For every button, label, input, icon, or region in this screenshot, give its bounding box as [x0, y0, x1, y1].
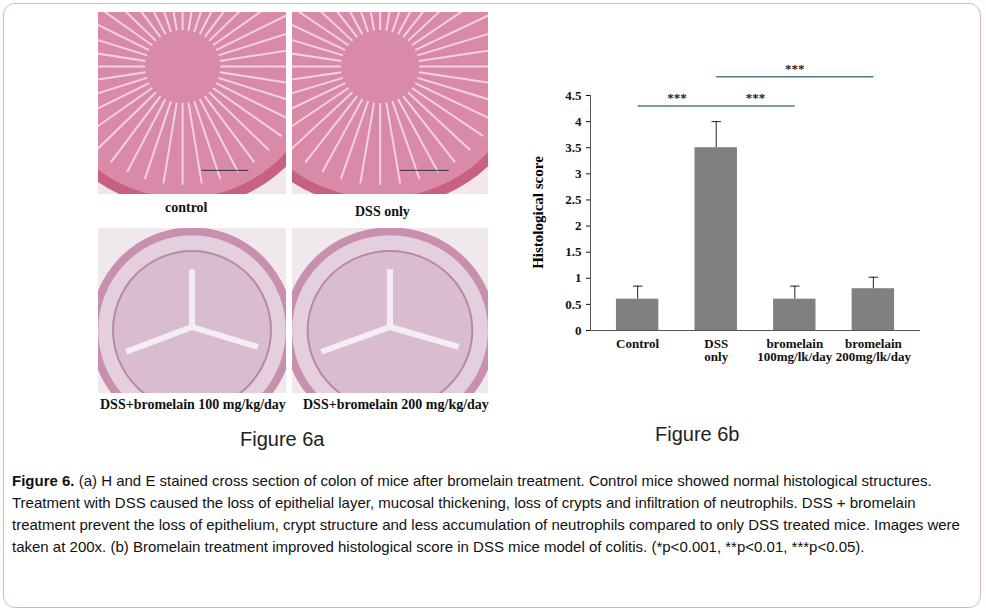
svg-text:2.5: 2.5	[565, 192, 582, 207]
html-text:control: control	[165, 200, 208, 215]
svg-text:2: 2	[575, 218, 582, 233]
svg-text:4: 4	[575, 114, 582, 129]
svg-text:bromelain100mg/lk/day: bromelain100mg/lk/day	[757, 336, 833, 364]
svg-text:1: 1	[575, 270, 582, 285]
html-text:Figure 6b: Figure 6b	[655, 423, 740, 445]
svg-text:3.5: 3.5	[565, 140, 582, 155]
html-text:Figure 6a: Figure 6a	[240, 428, 325, 450]
svg-text:4.5: 4.5	[565, 88, 582, 103]
html-text:Histological score: Histological score	[529, 156, 546, 269]
svg-text:1.5: 1.5	[565, 244, 582, 259]
svg-text:***: ***	[667, 90, 687, 105]
svg-text:bromelain200mg/lk/day: bromelain200mg/lk/day	[836, 336, 912, 364]
svg-text:Control: Control	[616, 336, 659, 351]
svg-text:***: ***	[785, 61, 805, 76]
html-text:DSS+bromelain 100 mg/kg/day: DSS+bromelain 100 mg/kg/day	[100, 397, 286, 412]
svg-text:3: 3	[575, 166, 582, 181]
html-text:Figure 6. (a) H and E stained: Figure 6. (a) H and E stained cross sect…	[12, 472, 960, 556]
svg-text:0: 0	[575, 323, 582, 338]
svg-text:0.5: 0.5	[565, 297, 582, 312]
html-text:DSS+bromelain 200 mg/kg/day: DSS+bromelain 200 mg/kg/day	[303, 397, 489, 412]
svg-text:DSSonly: DSSonly	[704, 336, 728, 364]
html-text:DSS only: DSS only	[355, 204, 410, 219]
svg-text:***: ***	[746, 90, 766, 105]
